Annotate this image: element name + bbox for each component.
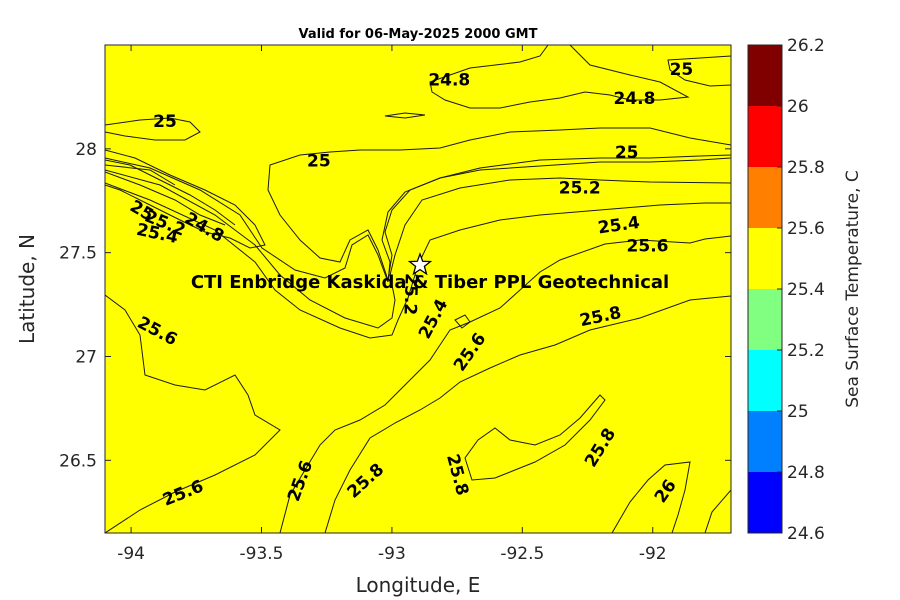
band-24-8-to-25-0 [105,45,731,283]
band-25-8-to-26-0 [324,295,731,533]
band-25-0-to-25-2 [105,45,731,329]
y-axis-label: Latitude, N [15,234,39,344]
plot-frame [104,44,732,534]
contour-label: 25 [615,143,639,163]
colorbar [747,44,783,534]
band-25-6-to-25-8 [279,235,731,533]
x-tick-label: -92 [639,544,667,564]
site-marker-group: CTI Enbridge Kaskida & Tiber PPL Geotech… [191,252,669,293]
colorbar-tick-label: 25.8 [787,158,825,178]
contour-label: 25.2 [559,178,601,198]
colorbar-tick-label: 25 [787,402,809,422]
colorbar-band [748,45,782,106]
band-25-0-to-25-2-ne [667,55,731,87]
colorbar-band [748,106,782,167]
band-25-0-to-25-2-inner [267,127,731,281]
colorbar-band [748,167,782,228]
colorbar-tick-label: 25.2 [787,341,825,361]
star-icon [407,252,433,276]
colorbar-tick-label: 24.6 [787,524,825,544]
sst-contour-map [105,45,731,533]
contour-label: 24.8 [428,70,470,90]
contour-label: 24.8 [614,89,656,109]
band-25-4-to-25-6-notch [454,314,471,329]
colorbar-band [748,472,782,533]
band-25-6-to-25-8-west [105,294,281,533]
colorbar-tick-label: 24.8 [787,463,825,483]
colorbar-tick-label: 25.4 [787,280,825,300]
map-title: Valid for 06-May-2025 2000 GMT [299,27,538,42]
colorbar-band [748,350,782,411]
x-axis-ticks: -94 -93.5 -93 -92.5 -92 [117,45,667,564]
colorbar-tick-label: 25.6 [787,219,825,239]
colorbar-label: Sea Surface Temperature, C [843,170,863,408]
band-25-6-to-25-8-island [464,394,606,481]
site-label: CTI Enbridge Kaskida & Tiber PPL Geotech… [191,272,669,293]
x-tick-label: -92.5 [500,544,544,564]
y-tick-label: 27 [75,347,97,367]
contour-label: 25.6 [627,236,669,256]
contour-label: 25 [307,151,331,171]
y-axis-ticks: 26.5 27 27.5 28 [59,140,731,471]
contour-label: 25 [153,112,177,132]
x-tick-label: -93.5 [240,544,284,564]
y-tick-label: 27.5 [59,244,97,264]
colorbar-ticks: 24.6 24.8 25 25.2 25.4 25.6 25.8 26 26.2 [777,36,825,544]
band-24-6-to-24-8-north [429,45,690,109]
colorbar-tick-label: 26 [787,97,809,117]
band-24-6-to-24-8-sliver [384,112,426,119]
x-tick-label: -93 [378,544,406,564]
contour-label: 25 [670,60,694,80]
x-tick-label: -94 [117,544,145,564]
y-tick-label: 26.5 [59,451,97,471]
band-24-6-to-24-8-west [105,149,266,249]
band-25-0-to-25-2-nw [105,117,201,141]
band-25-4-to-25-6 [105,45,731,533]
contour-label: 25.2 [399,273,420,316]
x-axis-label: Longitude, E [356,573,481,597]
band-26-0-to-26-2-east [704,489,731,533]
y-tick-label: 28 [75,140,97,160]
colorbar-band [748,289,782,350]
colorbar-tick-label: 26.2 [787,36,825,56]
colorbar-band [748,411,782,472]
colorbar-band [748,228,782,289]
band-26-0-to-26-2 [611,461,691,533]
